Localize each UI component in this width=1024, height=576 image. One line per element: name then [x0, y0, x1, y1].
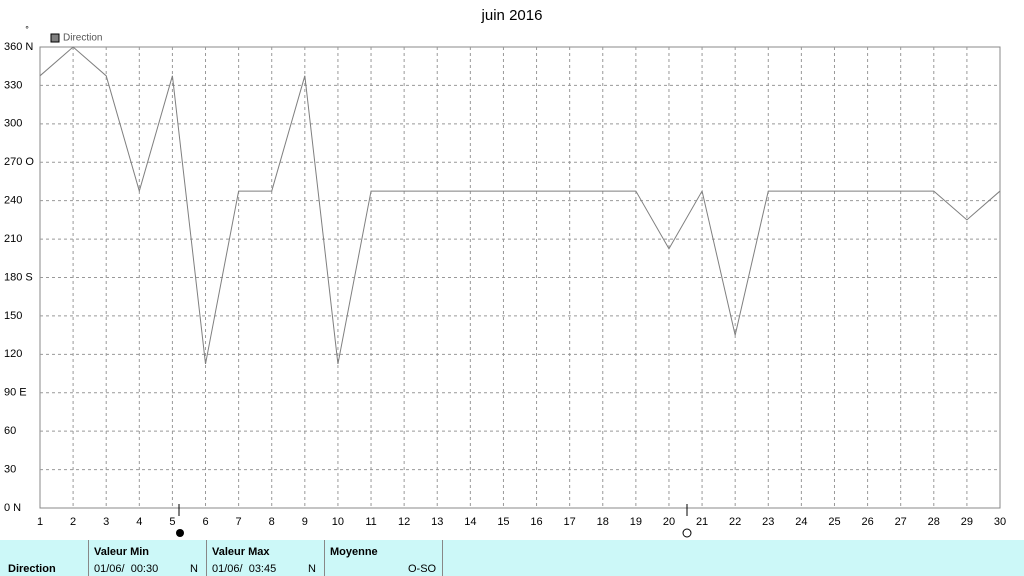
divider: [442, 540, 443, 576]
divider: [88, 540, 89, 576]
x-tick-label: 29: [961, 516, 973, 528]
x-tick-label: 26: [861, 516, 873, 528]
x-tick-label: 10: [332, 516, 344, 528]
y-tick-label: 180 S: [4, 271, 33, 283]
x-tick-label: 2: [70, 516, 76, 528]
y-tick-label: 120: [4, 348, 22, 360]
x-tick-label: 25: [828, 516, 840, 528]
y-tick-label: 240: [4, 195, 22, 207]
x-tick-label: 21: [696, 516, 708, 528]
x-tick-label: 18: [597, 516, 609, 528]
x-tick-label: 24: [795, 516, 807, 528]
y-tick-label: 210: [4, 233, 22, 245]
x-tick-label: 4: [136, 516, 142, 528]
x-tick-label: 16: [530, 516, 542, 528]
x-tick-label: 8: [269, 516, 275, 528]
legend-swatch: [50, 33, 60, 43]
row-label: Direction: [8, 563, 56, 575]
mean-header: Moyenne: [330, 546, 378, 558]
y-unit: °: [25, 24, 29, 34]
min-date: 01/06/ 00:30: [94, 563, 159, 575]
y-tick-label: 60: [4, 425, 16, 437]
x-tick-label: 11: [365, 516, 376, 528]
divider: [206, 540, 207, 576]
stats-panel: Direction Valeur Min 01/06/ 00:30 N Vale…: [0, 540, 1024, 576]
min-header: Valeur Min: [94, 546, 150, 558]
x-tick-label: 3: [103, 516, 109, 528]
y-tick-label: 30: [4, 463, 16, 475]
x-tick-label: 1: [37, 516, 43, 528]
min-value: N: [190, 563, 198, 575]
y-tick-label: 300: [4, 118, 22, 130]
mean-value: O-SO: [408, 563, 437, 575]
divider: [324, 540, 325, 576]
chart-title: juin 2016: [481, 7, 543, 24]
x-tick-label: 7: [236, 516, 242, 528]
y-tick-label: 360 N: [4, 41, 33, 53]
x-tick-label: 27: [895, 516, 907, 528]
y-tick-label: 150: [4, 310, 22, 322]
moon-icon: [682, 528, 692, 538]
y-tick-label: 330: [4, 79, 22, 91]
x-tick-label: 15: [497, 516, 509, 528]
max-value: N: [308, 563, 316, 575]
x-tick-label: 20: [663, 516, 675, 528]
y-tick-label: 0 N: [4, 502, 21, 514]
y-tick-label: 90 E: [4, 387, 27, 399]
x-tick-label: 23: [762, 516, 774, 528]
x-tick-label: 19: [630, 516, 642, 528]
moon-icon: [176, 529, 184, 537]
y-tick-label: 270 O: [4, 156, 34, 168]
x-tick-label: 14: [464, 516, 476, 528]
data-line: [39, 46, 1001, 365]
x-tick-label: 17: [564, 516, 576, 528]
x-tick-label: 12: [398, 516, 410, 528]
max-header: Valeur Max: [212, 546, 270, 558]
legend-label: Direction: [63, 33, 102, 44]
x-tick-label: 6: [202, 516, 208, 528]
max-date: 01/06/ 03:45: [212, 563, 277, 575]
x-tick-label: 13: [431, 516, 443, 528]
x-tick-label: 22: [729, 516, 741, 528]
x-tick-label: 28: [928, 516, 940, 528]
x-tick-label: 30: [994, 516, 1006, 528]
x-tick-label: 9: [302, 516, 308, 528]
x-tick-label: 5: [169, 516, 175, 528]
